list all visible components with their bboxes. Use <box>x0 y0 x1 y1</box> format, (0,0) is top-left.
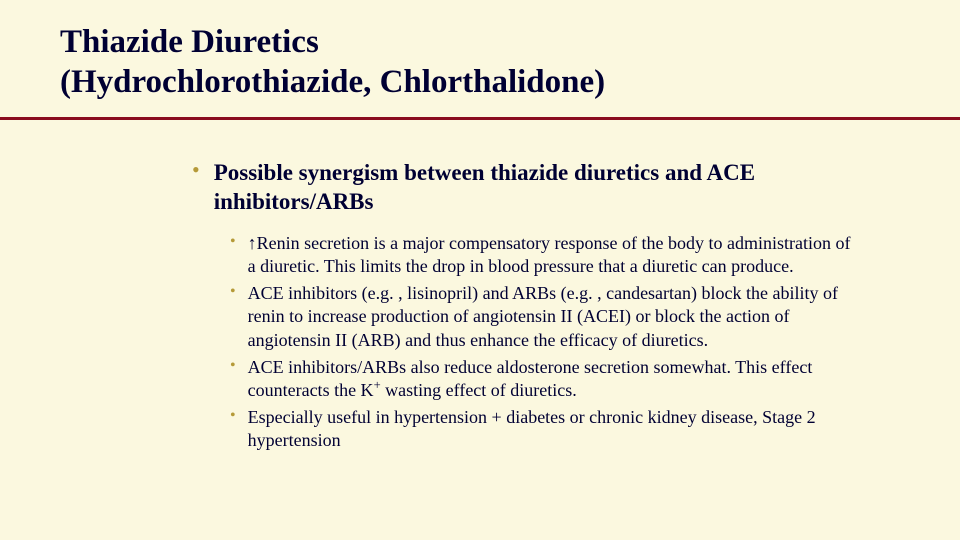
sub-bullet-item: • ACE inhibitors (e.g. , lisinopril) and… <box>230 282 854 351</box>
bullet-icon: • <box>230 282 236 351</box>
bullet-icon: • <box>230 406 236 452</box>
slide-body: • Possible synergism between thiazide di… <box>50 158 910 452</box>
sub-bullet-text: ACE inhibitors (e.g. , lisinopril) and A… <box>248 282 854 351</box>
sub-bullet-item: • ↑Renin secretion is a major compensato… <box>230 232 854 278</box>
sub-bullet-text: ↑Renin secretion is a major compensatory… <box>248 232 854 278</box>
bullet-icon: • <box>192 158 200 217</box>
sub-bullet-item: • Especially useful in hypertension + di… <box>230 406 854 452</box>
sub-bullet-list: • ↑Renin secretion is a major compensato… <box>192 232 854 451</box>
slide-title: Thiazide Diuretics (Hydrochlorothiazide,… <box>60 22 910 103</box>
sub-bullet-text: Especially useful in hypertension + diab… <box>248 406 854 452</box>
sub-bullet-item: • ACE inhibitors/ARBs also reduce aldost… <box>230 356 854 402</box>
bullet-icon: • <box>230 356 236 402</box>
title-line-2: (Hydrochlorothiazide, Chlorthalidone) <box>60 64 605 100</box>
title-underline <box>0 117 960 120</box>
sub-bullet-text: ACE inhibitors/ARBs also reduce aldoster… <box>248 356 854 402</box>
title-line-1: Thiazide Diuretics <box>60 24 319 60</box>
main-bullet-text: Possible synergism between thiazide diur… <box>214 158 854 217</box>
bullet-icon: • <box>230 232 236 278</box>
main-bullet-item: • Possible synergism between thiazide di… <box>192 158 854 217</box>
slide: Thiazide Diuretics (Hydrochlorothiazide,… <box>0 0 960 540</box>
